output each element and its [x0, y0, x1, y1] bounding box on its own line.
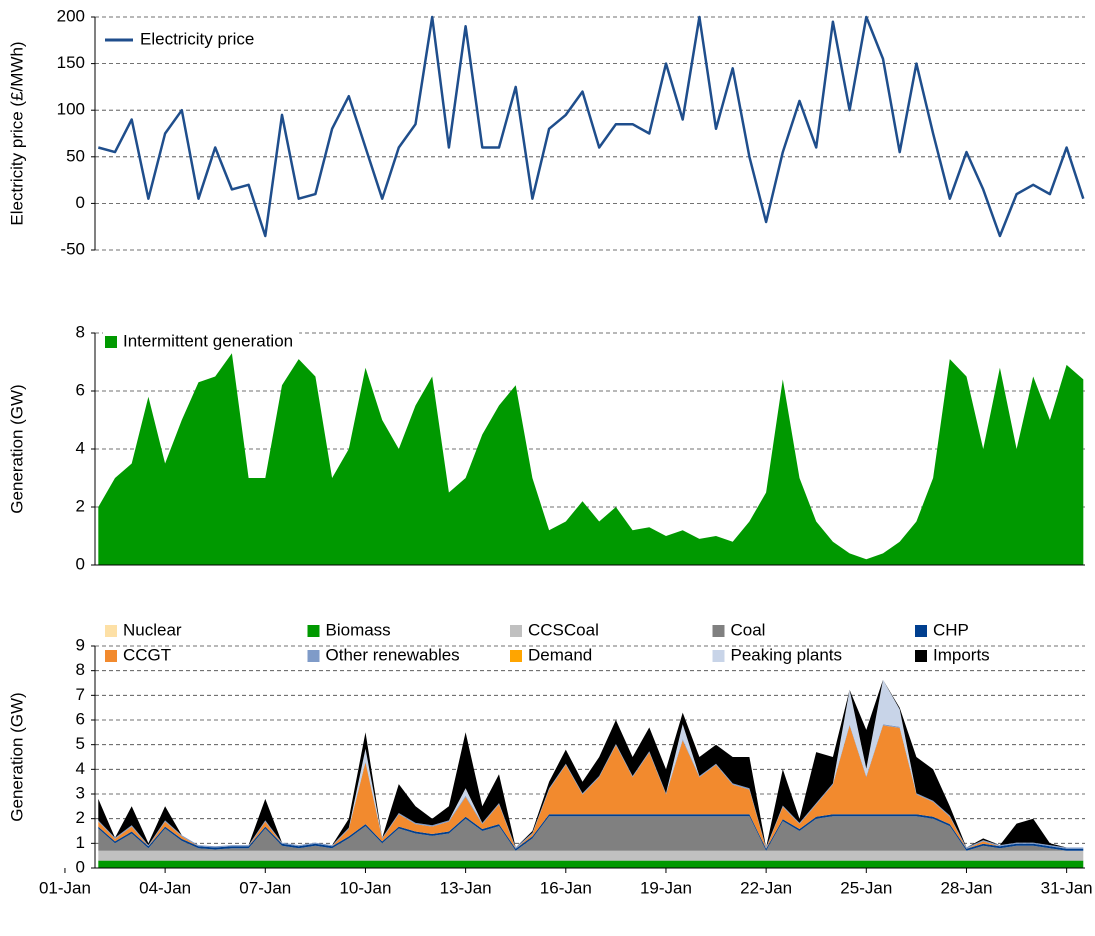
y-tick-label: 6 — [76, 709, 85, 728]
legend-swatch — [105, 650, 117, 662]
legend-swatch — [510, 650, 522, 662]
y-axis-label: Generation (GW) — [7, 384, 26, 513]
legend-swatch — [307, 650, 320, 662]
y-axis-label: Generation (GW) — [7, 692, 26, 821]
x-tick-label: 31-Jan — [1041, 878, 1093, 897]
legend-label: CCGT — [123, 645, 171, 664]
legend-swatch — [712, 625, 725, 637]
legend-background — [103, 332, 300, 352]
x-tick-label: 19-Jan — [640, 878, 692, 897]
legend-label: Biomass — [326, 620, 391, 639]
y-tick-label: 2 — [76, 496, 85, 515]
y-tick-label: 8 — [76, 660, 85, 679]
y-tick-label: 6 — [76, 380, 85, 399]
y-tick-label: 0 — [76, 857, 85, 876]
stacked-area — [98, 850, 1084, 861]
x-tick-label: 13-Jan — [440, 878, 492, 897]
y-tick-label: 2 — [76, 808, 85, 827]
x-tick-label: 04-Jan — [139, 878, 191, 897]
legend-swatch — [307, 625, 320, 637]
y-tick-label: 0 — [76, 193, 85, 212]
legend-swatch — [510, 625, 522, 637]
area — [98, 353, 1084, 565]
y-tick-label: 150 — [57, 53, 85, 72]
legend-swatch — [915, 650, 927, 662]
y-tick-label: 8 — [76, 322, 85, 341]
x-tick-label: 22-Jan — [740, 878, 792, 897]
y-tick-label: 200 — [57, 6, 85, 25]
legend-label: Coal — [731, 620, 766, 639]
legend-label: CHP — [933, 620, 969, 639]
legend-label: Intermittent generation — [123, 331, 293, 350]
legend-label: Peaking plants — [731, 645, 843, 664]
y-tick-label: 1 — [76, 833, 85, 852]
y-tick-label: 0 — [76, 554, 85, 573]
stacked-area — [98, 816, 1084, 851]
legend-label: CCSCoal — [528, 620, 599, 639]
x-tick-label: 25-Jan — [840, 878, 892, 897]
stacked-area — [98, 725, 1084, 849]
y-tick-label: 5 — [76, 734, 85, 753]
legend-label: Nuclear — [123, 620, 182, 639]
legend-swatch — [712, 650, 725, 662]
y-tick-label: 9 — [76, 635, 85, 654]
y-tick-label: 50 — [66, 146, 85, 165]
y-tick-label: 4 — [76, 438, 85, 457]
y-tick-label: 4 — [76, 759, 85, 778]
y-tick-label: 7 — [76, 685, 85, 704]
y-tick-label: 100 — [57, 100, 85, 119]
legend-swatch — [105, 336, 117, 348]
y-tick-label: -50 — [60, 239, 85, 258]
legend-swatch — [915, 625, 927, 637]
stacked-area — [98, 860, 1084, 868]
x-tick-label: 01-Jan — [39, 878, 91, 897]
price-line — [97, 15, 1085, 238]
y-tick-label: 3 — [76, 783, 85, 802]
x-tick-label: 07-Jan — [239, 878, 291, 897]
x-tick-label: 16-Jan — [540, 878, 592, 897]
x-tick-label: 28-Jan — [940, 878, 992, 897]
legend-label: Other renewables — [326, 645, 460, 664]
x-tick-label: 10-Jan — [339, 878, 391, 897]
legend-label: Demand — [528, 645, 592, 664]
legend-swatch — [105, 625, 117, 637]
y-axis-label: Electricity price (£/MWh) — [7, 41, 26, 225]
stacked-area — [98, 814, 1084, 851]
legend-label: Imports — [933, 645, 990, 664]
legend-label: Electricity price — [140, 29, 254, 48]
